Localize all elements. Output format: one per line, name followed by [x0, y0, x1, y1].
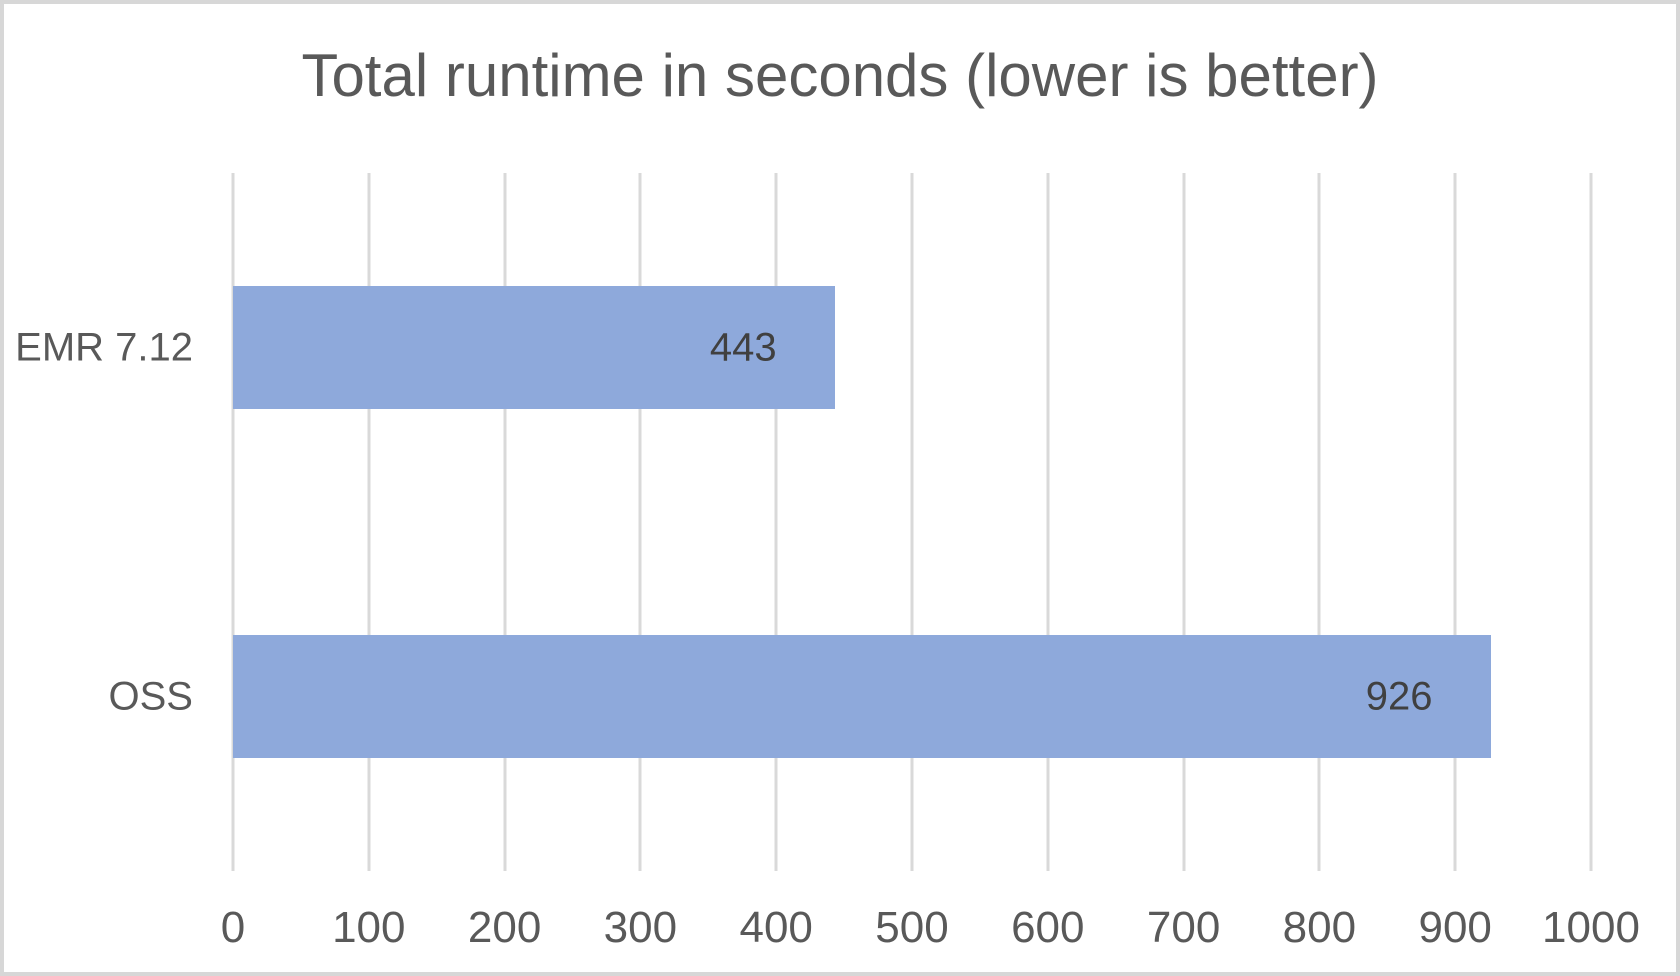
gridline — [231, 173, 235, 871]
x-axis-tick-label: 100 — [332, 903, 406, 952]
x-axis-tick-label: 700 — [1146, 903, 1221, 952]
category-label: EMR 7.12 — [15, 325, 193, 369]
bar-value-label: 926 — [1365, 674, 1433, 718]
category-label: OSS — [108, 674, 193, 718]
gridline — [1453, 173, 1457, 871]
x-axis-tick-label: 500 — [875, 903, 949, 952]
gridline — [1589, 173, 1593, 871]
bar: 926 — [233, 635, 1491, 758]
x-axis-tick-label: 900 — [1418, 903, 1492, 952]
bar-value-label: 443 — [709, 325, 777, 369]
gridline — [367, 173, 371, 871]
gridline — [1317, 173, 1321, 871]
x-axis-tick-label: 1000 — [1542, 903, 1640, 952]
gridline — [1182, 173, 1186, 871]
chart-title: Total runtime in seconds (lower is bette… — [301, 42, 1379, 109]
gridline — [1046, 173, 1050, 871]
bar: 443 — [233, 286, 835, 409]
x-axis-tick-label: 600 — [1011, 903, 1085, 952]
plot-area: 0 100 200 300 400 500 600 700 800 900 1000 EMR 7.12… — [15, 173, 1640, 952]
gridline — [638, 173, 642, 871]
x-axis-tick-label: 800 — [1282, 903, 1357, 952]
x-axis-tick-label: 0 — [220, 903, 246, 952]
x-axis-tick-label: 400 — [739, 903, 813, 952]
x-axis-tick-label: 200 — [467, 903, 542, 952]
gridline — [910, 173, 914, 871]
gridline — [503, 173, 507, 871]
x-axis-tick-label: 300 — [603, 903, 678, 952]
gridline — [774, 173, 778, 871]
